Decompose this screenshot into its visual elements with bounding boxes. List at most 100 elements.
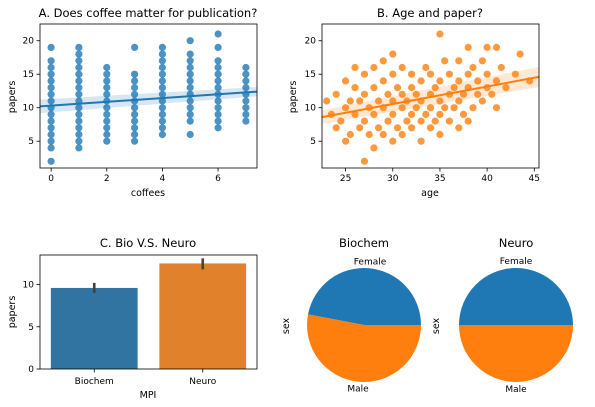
- coffee-point: [47, 63, 55, 72]
- coffee-x-tick-label: 4: [160, 174, 166, 184]
- coffee-point: [242, 63, 250, 72]
- neuro-label-female: Female: [500, 257, 533, 267]
- age-plot-frame: [321, 23, 540, 169]
- coffee-point: [214, 30, 222, 38]
- coffee-point: [214, 110, 222, 118]
- age-point: [436, 77, 444, 85]
- coffee-point: [103, 104, 111, 112]
- age-point: [431, 84, 439, 92]
- age-point: [488, 90, 496, 98]
- age-point: [469, 63, 477, 72]
- age-y-tick-label: 15: [305, 70, 316, 80]
- mpi-y-tick-label: 5: [28, 323, 34, 333]
- age-point: [379, 130, 387, 139]
- age-point: [393, 124, 402, 132]
- age-point: [483, 43, 491, 52]
- mpi-bar-panel: C. Bio V.S. Neuro MPI papers Biochem Neur…: [7, 236, 258, 401]
- coffee-point: [242, 110, 250, 118]
- coffee-point: [186, 63, 194, 72]
- age-y-axis-label: papers: [288, 81, 299, 114]
- neuro-slice-female: [459, 268, 573, 325]
- age-x-tick-label: 35: [434, 174, 445, 184]
- bar-biochem: [50, 287, 138, 369]
- coffee-point: [186, 104, 194, 112]
- coffee-point: [214, 84, 222, 92]
- age-x-tick-label: 30: [387, 174, 399, 184]
- coffee-point: [186, 97, 194, 105]
- coffee-point: [75, 50, 83, 58]
- age-point: [455, 57, 463, 65]
- age-point: [365, 130, 373, 139]
- age-point: [370, 110, 378, 118]
- coffee-point: [131, 90, 139, 98]
- neuro-slice-male: [459, 325, 573, 382]
- coffee-point: [131, 137, 139, 145]
- coffee-point: [214, 124, 222, 132]
- coffee-point: [158, 117, 166, 125]
- coffee-point: [75, 63, 83, 72]
- coffee-point: [158, 77, 166, 85]
- age-point: [474, 77, 482, 85]
- coffee-point: [47, 130, 55, 139]
- age-x-tick-label: 25: [340, 174, 351, 184]
- coffee-point: [75, 90, 83, 98]
- age-point: [337, 117, 345, 125]
- age-point: [436, 110, 444, 118]
- age-point: [474, 90, 482, 98]
- coffee-point: [158, 43, 166, 52]
- coffee-point: [131, 70, 139, 78]
- coffee-point: [242, 77, 250, 85]
- age-point: [346, 97, 354, 105]
- age-point: [516, 50, 524, 58]
- coffee-point: [186, 70, 194, 78]
- age-point: [497, 63, 505, 72]
- coffee-point: [186, 37, 194, 45]
- coffee-point: [75, 104, 83, 112]
- age-point: [436, 97, 444, 105]
- age-point: [469, 104, 477, 112]
- age-point: [464, 70, 472, 78]
- coffee-point: [214, 77, 222, 85]
- age-point: [342, 77, 350, 85]
- coffee-x-tick-label: 6: [215, 174, 221, 184]
- age-point: [417, 117, 425, 125]
- age-point: [351, 63, 359, 72]
- coffee-point: [75, 84, 83, 92]
- age-point: [412, 104, 420, 112]
- age-point: [436, 30, 444, 38]
- age-point: [375, 97, 383, 105]
- biochem-slice-male: [307, 314, 421, 383]
- coffee-confidence-band: [40, 86, 257, 114]
- coffee-point: [47, 124, 55, 132]
- age-point: [360, 90, 369, 98]
- age-point: [450, 104, 458, 112]
- coffee-point: [242, 104, 250, 112]
- age-x-tick-label: 40: [481, 174, 493, 184]
- age-point: [455, 77, 463, 85]
- biochem-pie-ylabel: sex: [281, 317, 292, 334]
- age-point: [323, 97, 331, 105]
- coffee-point: [214, 97, 222, 105]
- coffee-scatter-panel: A. Does coffee matter for publication? c…: [7, 6, 258, 199]
- age-point: [398, 104, 406, 112]
- age-point: [408, 124, 416, 132]
- coffee-point: [131, 104, 139, 112]
- age-point: [445, 117, 453, 125]
- coffee-point: [75, 144, 83, 152]
- coffee-point: [186, 84, 194, 92]
- coffee-point: [47, 97, 55, 105]
- coffee-point: [186, 50, 194, 58]
- biochem-label-female: Female: [354, 257, 387, 267]
- coffee-point: [75, 137, 83, 145]
- age-point: [408, 110, 416, 118]
- coffee-point: [131, 77, 139, 85]
- mpi-chart-title: C. Bio V.S. Neuro: [100, 236, 196, 250]
- biochem-pie-panel: Biochem sex Female Male: [281, 236, 421, 395]
- age-scatter-panel: B. Age and paper? age papers 25 30 35 40 45 5…: [288, 6, 540, 199]
- coffee-point: [75, 117, 83, 125]
- age-point: [417, 137, 425, 145]
- age-x-tick-label: 45: [529, 174, 540, 184]
- coffee-point: [75, 130, 83, 139]
- coffee-point: [103, 70, 111, 78]
- age-point: [342, 137, 350, 145]
